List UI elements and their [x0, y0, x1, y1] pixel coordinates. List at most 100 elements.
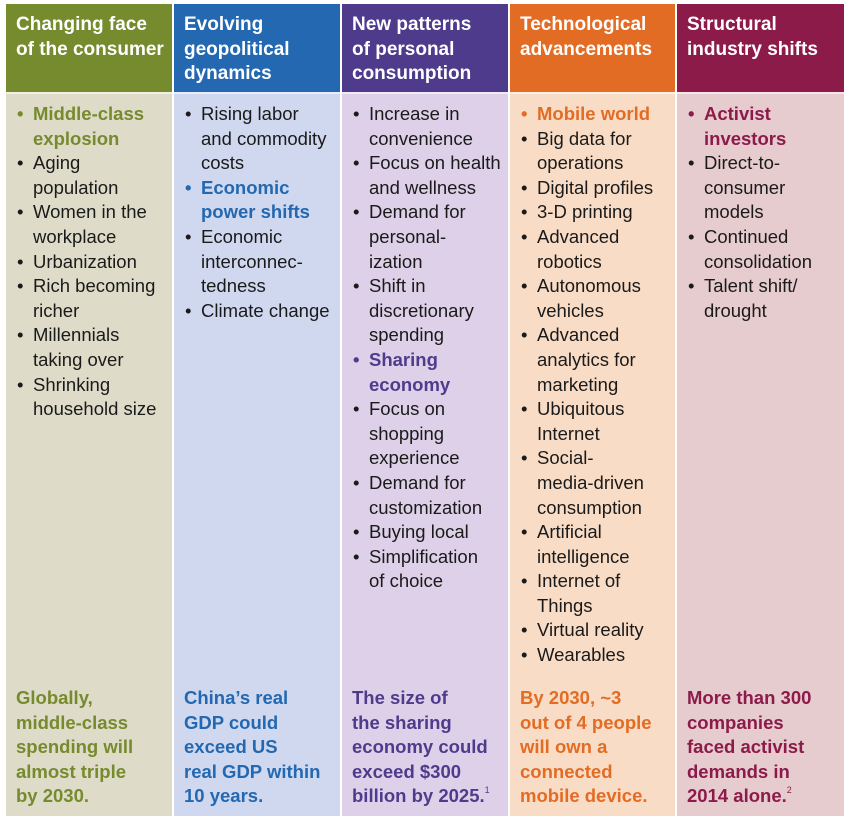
footnote-ref: 2: [786, 785, 792, 796]
header-line: Structural: [687, 14, 777, 35]
trend-item-line: customization: [369, 496, 483, 518]
column-header: Technological advancements: [510, 4, 675, 92]
trend-item-line: Millennials: [33, 324, 120, 346]
trend-list: Increase inconvenienceFocus on healthand…: [352, 102, 504, 594]
header-line: Evolving: [184, 14, 264, 35]
trend-list: Rising labor and commodity costsEconomic po…: [184, 102, 336, 323]
footnote-line: spending will: [16, 736, 134, 758]
footnote-line: economy could: [352, 736, 488, 758]
footnote-line: By 2030, ~3: [520, 687, 622, 708]
trend-item-line: robotics: [537, 250, 602, 272]
trend-item: Talent shift/drought: [687, 274, 840, 323]
footnote-line: the sharing: [352, 711, 452, 733]
trend-item-line: costs: [201, 152, 245, 174]
trend-item: Mobile world: [520, 102, 671, 127]
footnote-line: The size of: [352, 687, 448, 708]
trend-item-line: investors: [704, 127, 787, 149]
trend-item: Continued consolidation: [687, 225, 840, 274]
trend-item-line: spending: [369, 324, 445, 346]
trend-item: Sharing economy: [352, 348, 504, 397]
trend-item-line: Advanced: [537, 225, 620, 247]
trend-item-line: Climate change: [201, 299, 330, 321]
trend-item-line: discretionary: [369, 299, 474, 321]
trend-item: 3-D printing: [520, 200, 671, 225]
trend-item: Buying local: [352, 520, 504, 545]
trend-item-line: drought: [704, 299, 767, 321]
trends-table: Changing face of the consumer Middle-clas…: [6, 4, 848, 816]
trend-item: Climate change: [184, 299, 336, 324]
trend-item-line: shopping: [369, 422, 445, 444]
trend-item-line: consolidation: [704, 250, 812, 272]
column-footnote: More than 300 companies faced activist dema…: [687, 686, 840, 809]
column-footnote: Globally, middle-class spending will almost…: [16, 686, 168, 809]
trend-item: Increase in convenience: [352, 102, 504, 151]
trend-item: Shrinking household size: [16, 373, 168, 422]
footnote-line: real GDP within: [184, 760, 321, 782]
trend-item-line: vehicles: [537, 299, 604, 321]
trend-item: Wearables: [520, 643, 671, 668]
column-body: Middle-classexplosionAgingpopulationWome…: [6, 92, 172, 816]
trend-item: Urbanization: [16, 250, 168, 275]
column-body: Mobile world Big data for operationsDigita…: [510, 92, 675, 816]
trend-item: Advanced robotics: [520, 225, 671, 274]
trend-item-line: explosion: [33, 127, 120, 149]
trend-item: Demand for customization: [352, 471, 504, 520]
trend-item-line: and wellness: [369, 176, 476, 198]
trend-item-line: Social-: [537, 447, 594, 469]
column-industry: Structural industry shifts Activist invest…: [677, 4, 844, 816]
column-body: Increase inconvenienceFocus on healthand…: [342, 92, 508, 816]
trend-item: Digital profiles: [520, 176, 671, 201]
trend-item-line: Economic: [201, 176, 290, 198]
trend-item-line: Autonomous: [537, 275, 641, 297]
trend-item-line: taking over: [33, 348, 124, 370]
footnote-line: will own a: [520, 736, 608, 758]
column-body: Rising labor and commodity costsEconomic po…: [174, 92, 340, 816]
trend-item: Activist investors: [687, 102, 840, 151]
footnote-line: exceed $300: [352, 760, 462, 782]
divider: [342, 92, 508, 94]
footnote-line: mobile device.: [520, 785, 648, 807]
trend-item-line: Advanced: [537, 324, 620, 346]
trend-item-line: media-driven: [537, 471, 644, 493]
trend-item-line: Mobile world: [537, 103, 651, 124]
trend-item-line: Rising labor: [201, 103, 299, 124]
footnote-line: GDP could: [184, 711, 279, 733]
column-footnote: The size of the sharing economy could excee…: [352, 686, 504, 809]
trend-item-line: Focus on health: [369, 152, 501, 174]
trend-item-line: marketing: [537, 373, 619, 395]
trend-item-line: Demand for: [369, 471, 466, 493]
divider: [510, 92, 675, 94]
trend-item-line: ization: [369, 250, 423, 272]
footnote-line: 2014 alone.: [687, 785, 787, 807]
footnote-line: middle-class: [16, 711, 129, 733]
trend-item: Economic interconnec-tedness: [184, 225, 336, 299]
header-line: Changing face: [16, 14, 147, 35]
trend-item-line: and commodity: [201, 127, 327, 149]
trend-item-line: Internet of: [537, 570, 621, 592]
trend-item: Middle-class explosion: [16, 102, 168, 151]
trend-item: Virtual reality: [520, 618, 671, 643]
trend-item-line: of choice: [369, 570, 444, 592]
trend-list: Mobile world Big data for operationsDigita…: [520, 102, 671, 668]
column-body: Activist investors Direct-to-consumer model…: [677, 92, 844, 816]
trend-item-line: 3-D printing: [537, 201, 633, 223]
trend-item-line: analytics for: [537, 348, 636, 370]
trend-item: Economic power shifts: [184, 176, 336, 225]
header-line: New patterns: [352, 14, 472, 35]
trend-item-line: power shifts: [201, 201, 310, 223]
trend-item-line: Shift in: [369, 275, 426, 297]
trend-item: Big data for operations: [520, 127, 671, 176]
footnote-line: demands in: [687, 760, 790, 782]
trend-item-line: economy: [369, 373, 451, 395]
trend-item-line: Middle-class: [33, 103, 145, 124]
